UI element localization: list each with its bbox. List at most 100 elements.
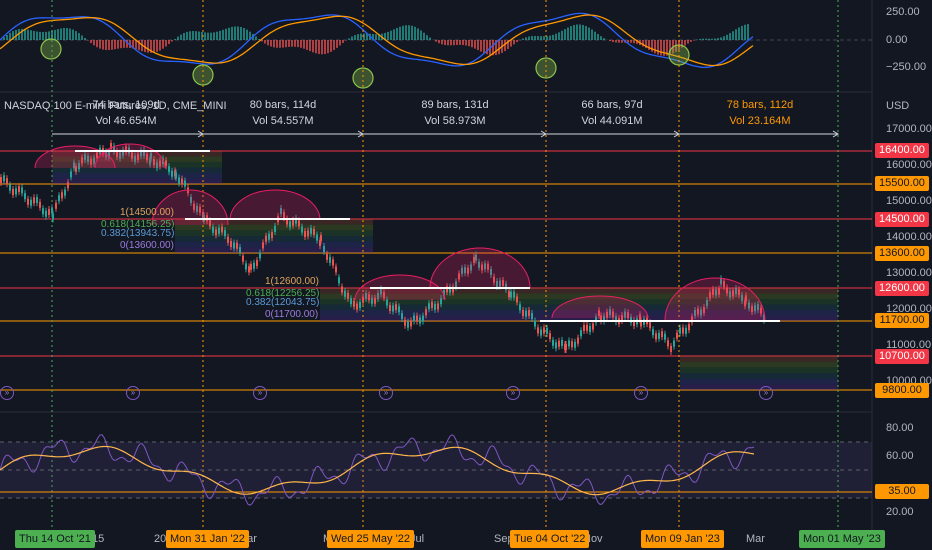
candle-body — [75, 165, 77, 172]
range-bars: 74 bars, 109d — [92, 99, 160, 111]
macd-histogram-bar — [534, 35, 536, 40]
candle-body — [58, 195, 60, 202]
price-tag[interactable]: 16400.00 — [875, 143, 929, 158]
price-tag[interactable]: 15500.00 — [875, 176, 929, 191]
candle-body — [685, 327, 687, 334]
macd-cross-marker — [40, 38, 62, 60]
arrow-head — [832, 130, 839, 138]
macd-histogram-bar — [747, 24, 749, 40]
macd-histogram-bar — [261, 40, 263, 42]
fib-zone-band — [320, 304, 838, 310]
macd-histogram-bar — [444, 40, 446, 45]
date-tag[interactable]: Mon 01 May '23 — [799, 530, 885, 548]
date-tag[interactable]: Mon 31 Jan '22 — [166, 530, 249, 548]
range-bars: 80 bars, 114d — [249, 99, 317, 111]
candle-body — [233, 242, 235, 249]
macd-histogram-bar — [567, 27, 569, 40]
candle-body — [122, 149, 124, 156]
candle-body — [368, 294, 370, 301]
macd-histogram-bar — [558, 32, 560, 40]
macd-histogram-bar — [54, 29, 56, 40]
macd-histogram-bar — [681, 40, 683, 48]
macd-histogram-bar — [375, 34, 377, 40]
date-tag[interactable]: Thu 14 Oct '21 — [15, 530, 95, 548]
macd-histogram-bar — [150, 40, 152, 53]
macd-histogram-bar — [726, 34, 728, 40]
candle-body — [484, 263, 486, 270]
fib-label: 1(12600.00) — [265, 276, 319, 287]
candle-body — [224, 230, 226, 237]
macd-histogram-bar — [237, 26, 239, 40]
candle-body — [149, 158, 151, 165]
macd-histogram-bar — [189, 31, 191, 40]
macd-histogram-bar — [732, 31, 734, 40]
macd-histogram-bar — [36, 31, 38, 40]
event-marker-icon[interactable]: » — [506, 386, 520, 400]
fib-zone-band — [52, 162, 222, 168]
candle-body — [377, 293, 379, 300]
candle-body — [437, 303, 439, 310]
candle-body — [673, 340, 675, 347]
candle-body — [606, 311, 608, 318]
macd-histogram-bar — [663, 40, 665, 56]
price-tag[interactable]: 10700.00 — [875, 349, 929, 364]
macd-histogram-bar — [24, 29, 26, 40]
macd-histogram-bar — [174, 38, 176, 40]
candle-body — [516, 296, 518, 303]
macd-histogram-bar — [408, 25, 410, 40]
macd-histogram-bar — [255, 36, 257, 40]
macd-histogram-bar — [582, 24, 584, 40]
macd-histogram-bar — [615, 40, 617, 43]
candle-body — [48, 208, 50, 215]
fib-label: 0.618(14156.25) — [101, 219, 175, 230]
candle-body — [615, 316, 617, 323]
macd-histogram-bar — [333, 40, 335, 51]
event-marker-icon[interactable]: » — [253, 386, 267, 400]
price-tag[interactable]: 12600.00 — [875, 281, 929, 296]
macd-histogram-bar — [15, 29, 17, 40]
event-marker-icon[interactable]: » — [126, 386, 140, 400]
fib-label: 0(13600.00) — [120, 240, 174, 251]
candle-body — [18, 186, 20, 193]
event-marker-icon[interactable]: » — [634, 386, 648, 400]
date-tag[interactable]: Mon 09 Jan '23 — [641, 530, 724, 548]
price-tag[interactable]: 9800.00 — [875, 383, 929, 398]
macd-histogram-bar — [66, 28, 68, 40]
macd-axis-label: 250.00 — [886, 6, 920, 18]
candle-body — [162, 158, 164, 165]
event-marker-icon[interactable]: » — [0, 386, 14, 400]
event-marker-icon[interactable]: » — [759, 386, 773, 400]
price-tag[interactable]: 11700.00 — [875, 313, 929, 328]
rsi-value-tag[interactable]: 35.00 — [875, 484, 929, 499]
macd-histogram-bar — [117, 40, 119, 49]
date-tag[interactable]: Wed 25 May '22 — [327, 530, 414, 548]
macd-histogram-bar — [129, 40, 131, 49]
candle-body — [9, 184, 11, 191]
macd-histogram-bar — [111, 40, 113, 50]
candle-body — [744, 300, 746, 307]
macd-histogram-bar — [42, 32, 44, 40]
time-axis-label: 15 — [92, 533, 105, 545]
macd-histogram-bar — [354, 35, 356, 40]
symbol-title[interactable]: NASDAQ 100 E-mini Futures, 1D, CME_MINI — [4, 100, 227, 112]
macd-histogram-bar — [12, 31, 14, 40]
candle-body — [639, 314, 641, 321]
candle-body — [493, 276, 495, 283]
macd-histogram-bar — [435, 40, 437, 42]
candle-body — [0, 177, 2, 183]
macd-histogram-bar — [270, 40, 272, 47]
date-tag[interactable]: Tue 04 Oct '22 — [510, 530, 590, 548]
candle-body — [165, 160, 167, 167]
macd-histogram-bar — [72, 29, 74, 40]
candle-body — [326, 253, 328, 260]
event-marker-icon[interactable]: » — [379, 386, 393, 400]
macd-histogram-bar — [657, 40, 659, 55]
price-tag[interactable]: 14500.00 — [875, 212, 929, 227]
macd-histogram-bar — [585, 26, 587, 40]
price-tag[interactable]: 13600.00 — [875, 246, 929, 261]
candle-body — [592, 323, 594, 330]
candle-body — [362, 296, 364, 303]
macd-histogram-bar — [108, 40, 110, 51]
